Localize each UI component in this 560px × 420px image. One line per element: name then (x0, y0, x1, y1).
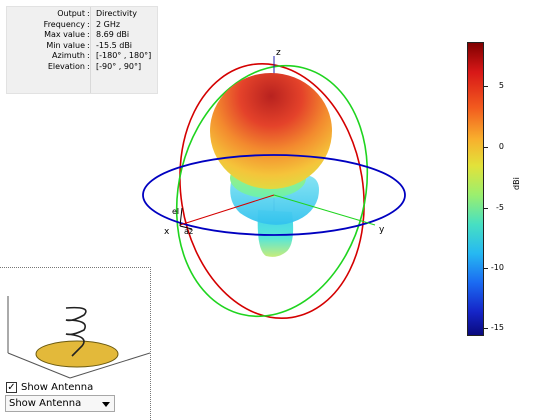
pattern-info-panel: Output : Directivity Frequency : 2 GHz M… (6, 6, 158, 94)
az-axis-label: az (184, 227, 193, 236)
colorbar-unit-label: dBi (512, 177, 521, 190)
show-antenna-toggle[interactable]: ✓ Show Antenna (6, 381, 93, 394)
info-key: Elevation (47, 61, 85, 71)
z-axis-label: z (276, 48, 281, 58)
colorbar-tick (484, 328, 488, 329)
info-value: Directivity (96, 9, 138, 18)
antenna-preview-panel (0, 267, 151, 420)
info-key: Azimuth (52, 51, 85, 60)
y-axis-label: y (379, 225, 385, 235)
chevron-down-icon (102, 402, 110, 407)
colorbar-tick (484, 147, 488, 148)
el-axis-label: el (172, 207, 179, 216)
checkmark-icon: ✓ (7, 381, 16, 393)
colorbar (467, 42, 484, 336)
el-axis-line (179, 207, 183, 227)
info-value: [-90° , 90°] (96, 61, 142, 71)
preview-frame-line (7, 352, 71, 379)
elevation-circle-red (179, 62, 365, 320)
az-axis-line (179, 225, 193, 230)
x-axis-label: x (164, 227, 170, 237)
info-value: [-180° , 180°] (96, 51, 152, 60)
info-key: Max value (44, 30, 85, 39)
info-key: Min value (46, 40, 85, 50)
preview-frame-line (69, 352, 150, 379)
show-antenna-checkbox[interactable]: ✓ (6, 382, 17, 393)
info-separator: : (87, 9, 90, 18)
info-key: Output (57, 9, 85, 18)
x-axis-line (179, 194, 275, 226)
colorbar-tick-label: -10 (490, 263, 504, 272)
show-antenna-label: Show Antenna (21, 382, 94, 393)
colorbar-tick-label: -5 (496, 203, 504, 212)
antenna-ground-plane (35, 340, 119, 368)
colorbar-tick-label: 5 (498, 81, 504, 90)
y-axis-line (273, 194, 376, 226)
colorbar-tick-label: -15 (490, 323, 504, 332)
info-separator: : (87, 40, 90, 50)
dropdown-value: Show Antenna (9, 398, 82, 409)
info-separator: : (87, 61, 90, 71)
pattern-surface (210, 73, 332, 257)
antenna-preview (7, 296, 150, 379)
info-value: -15.5 dBi (96, 40, 133, 50)
info-separator: : (87, 19, 90, 29)
antenna-view-dropdown[interactable]: Show Antenna (5, 395, 115, 412)
elevation-circle-green (175, 64, 369, 318)
azimuth-circle-blue (142, 154, 406, 236)
helix-antenna (65, 306, 87, 357)
info-value: 8.69 dBi (96, 30, 130, 39)
colorbar-tick-label: 0 (498, 142, 504, 151)
colorbar-tick (484, 86, 488, 87)
info-separator: : (87, 51, 90, 60)
info-value: 2 GHz (96, 19, 121, 29)
info-column-divider (90, 7, 91, 93)
colorbar-tick (484, 268, 488, 269)
pattern-main-lobe (210, 73, 332, 189)
info-key: Frequency (43, 19, 85, 29)
info-separator: : (87, 30, 90, 39)
colorbar-tick (484, 208, 488, 209)
